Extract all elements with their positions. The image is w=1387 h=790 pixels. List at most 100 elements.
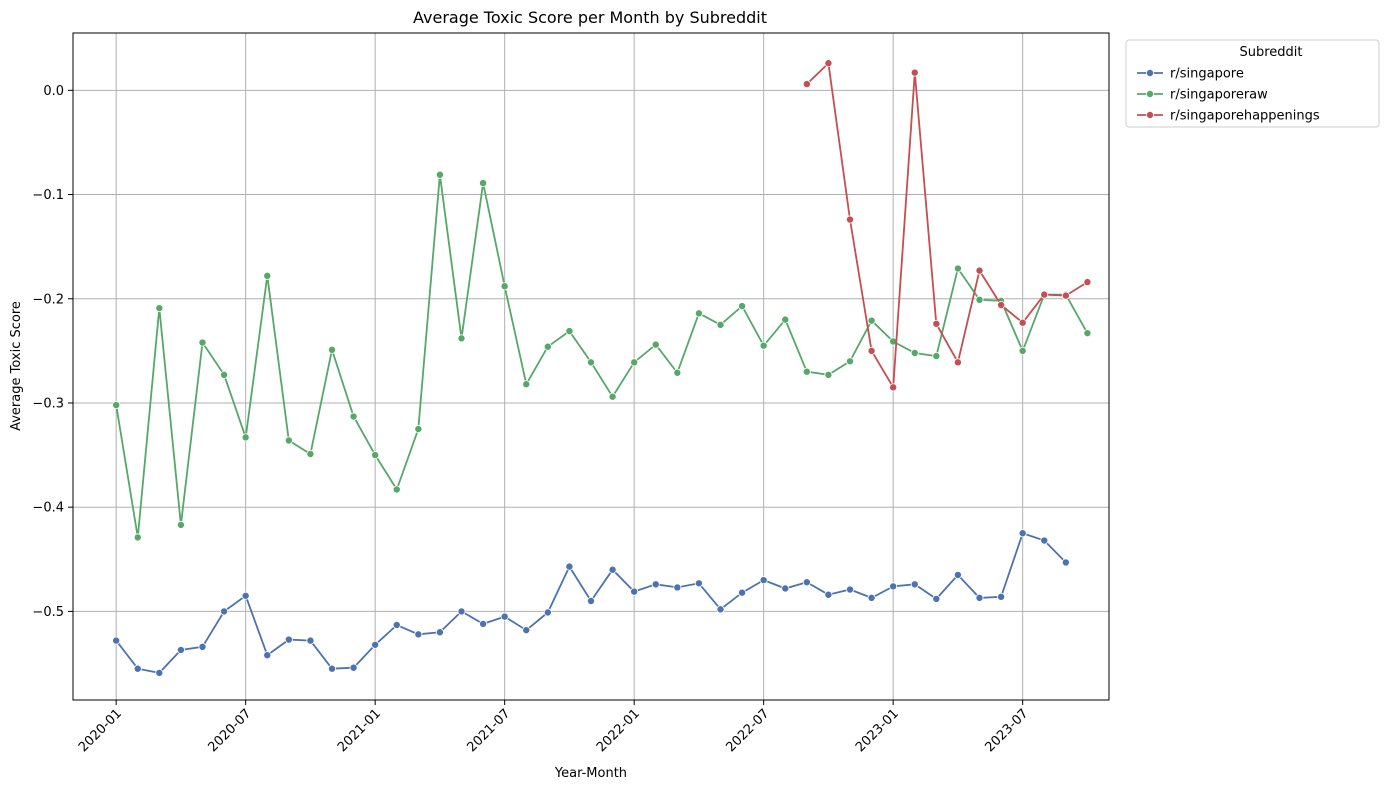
data-point bbox=[802, 578, 811, 587]
data-point bbox=[522, 380, 531, 389]
data-point bbox=[953, 570, 962, 579]
data-point bbox=[824, 370, 833, 379]
data-point bbox=[867, 316, 876, 325]
data-point bbox=[932, 594, 941, 603]
data-point bbox=[1061, 291, 1070, 300]
data-point bbox=[457, 607, 466, 616]
data-point bbox=[759, 576, 768, 585]
data-point bbox=[349, 663, 358, 672]
data-point bbox=[975, 295, 984, 304]
data-point bbox=[414, 425, 423, 434]
data-point bbox=[630, 587, 639, 596]
series-r-singapore bbox=[112, 529, 1070, 677]
series-layer bbox=[112, 59, 1092, 677]
data-point bbox=[608, 392, 617, 401]
data-point bbox=[846, 585, 855, 594]
data-point bbox=[867, 593, 876, 602]
data-point bbox=[392, 620, 401, 629]
data-point bbox=[1083, 329, 1092, 338]
data-point bbox=[910, 348, 919, 357]
data-point bbox=[738, 588, 747, 597]
legend-entry: r/singapore bbox=[1137, 67, 1244, 82]
y-tick-label: −0.2 bbox=[32, 292, 64, 307]
data-point bbox=[1083, 278, 1092, 287]
data-point bbox=[651, 340, 660, 349]
data-point bbox=[932, 352, 941, 361]
y-tick-label: −0.3 bbox=[32, 396, 64, 411]
data-point bbox=[435, 170, 444, 179]
data-point bbox=[327, 664, 336, 673]
data-point bbox=[155, 304, 164, 313]
data-point bbox=[543, 608, 552, 617]
data-point bbox=[953, 358, 962, 367]
x-tick-label: 2022-01 bbox=[594, 706, 643, 755]
x-axis-label: Year-Month bbox=[554, 766, 627, 781]
data-point bbox=[112, 401, 121, 410]
data-point bbox=[543, 342, 552, 351]
data-point bbox=[176, 520, 185, 529]
data-point bbox=[587, 358, 596, 367]
legend-entry: r/singaporehappenings bbox=[1137, 109, 1320, 124]
data-point bbox=[155, 668, 164, 677]
data-point bbox=[1040, 290, 1049, 299]
x-tick-label: 2022-07 bbox=[723, 706, 772, 755]
data-point bbox=[587, 596, 596, 605]
data-point bbox=[651, 580, 660, 589]
y-axis-label: Average Toxic Score bbox=[9, 301, 24, 431]
data-point bbox=[630, 358, 639, 367]
series-line bbox=[806, 61, 1088, 391]
data-point bbox=[112, 636, 121, 645]
legend-marker bbox=[1146, 69, 1155, 78]
data-point bbox=[694, 579, 703, 588]
chart-title: Average Toxic Score per Month by Subredd… bbox=[413, 8, 767, 27]
data-point bbox=[479, 179, 488, 188]
legend-label: r/singaporehappenings bbox=[1170, 109, 1320, 124]
data-point bbox=[694, 309, 703, 318]
data-point bbox=[824, 590, 833, 599]
data-point bbox=[716, 320, 725, 329]
data-point bbox=[781, 584, 790, 593]
x-tick-label: 2020-01 bbox=[76, 706, 125, 755]
data-point bbox=[889, 383, 898, 392]
data-point bbox=[371, 640, 380, 649]
data-point bbox=[802, 80, 811, 89]
data-point bbox=[220, 370, 229, 379]
data-point bbox=[263, 271, 272, 280]
data-point bbox=[802, 367, 811, 376]
data-point bbox=[867, 346, 876, 355]
y-tick-label: 0.0 bbox=[43, 84, 64, 99]
data-point bbox=[889, 582, 898, 591]
data-point bbox=[953, 264, 962, 273]
data-point bbox=[306, 450, 315, 459]
data-point bbox=[1061, 558, 1070, 567]
data-point bbox=[522, 626, 531, 635]
x-tick-label: 2023-07 bbox=[982, 706, 1031, 755]
y-tick-label: −0.1 bbox=[32, 188, 64, 203]
data-point bbox=[1018, 529, 1027, 538]
data-point bbox=[241, 433, 250, 442]
data-point bbox=[997, 301, 1006, 310]
data-point bbox=[738, 302, 747, 311]
data-point bbox=[846, 357, 855, 366]
data-point bbox=[435, 628, 444, 637]
data-point bbox=[565, 327, 574, 336]
series-line bbox=[115, 174, 1089, 538]
data-point bbox=[457, 334, 466, 343]
legend-entry: r/singaporeraw bbox=[1137, 88, 1268, 103]
data-point bbox=[716, 605, 725, 614]
data-point bbox=[284, 436, 293, 445]
data-point bbox=[176, 645, 185, 654]
data-point bbox=[824, 59, 833, 68]
data-point bbox=[673, 583, 682, 592]
data-point bbox=[975, 266, 984, 275]
x-tick-label: 2020-07 bbox=[205, 706, 254, 755]
x-tick-label: 2021-01 bbox=[335, 706, 384, 755]
x-tick-label: 2021-07 bbox=[464, 706, 513, 755]
x-tick-label: 2023-01 bbox=[853, 706, 902, 755]
data-point bbox=[220, 607, 229, 616]
data-point bbox=[910, 580, 919, 589]
y-axis: 0.0 −0.1 −0.2 −0.3 −0.4 −0.5 bbox=[32, 84, 73, 620]
legend-marker bbox=[1146, 90, 1155, 99]
data-point bbox=[673, 368, 682, 377]
data-point bbox=[198, 338, 207, 347]
